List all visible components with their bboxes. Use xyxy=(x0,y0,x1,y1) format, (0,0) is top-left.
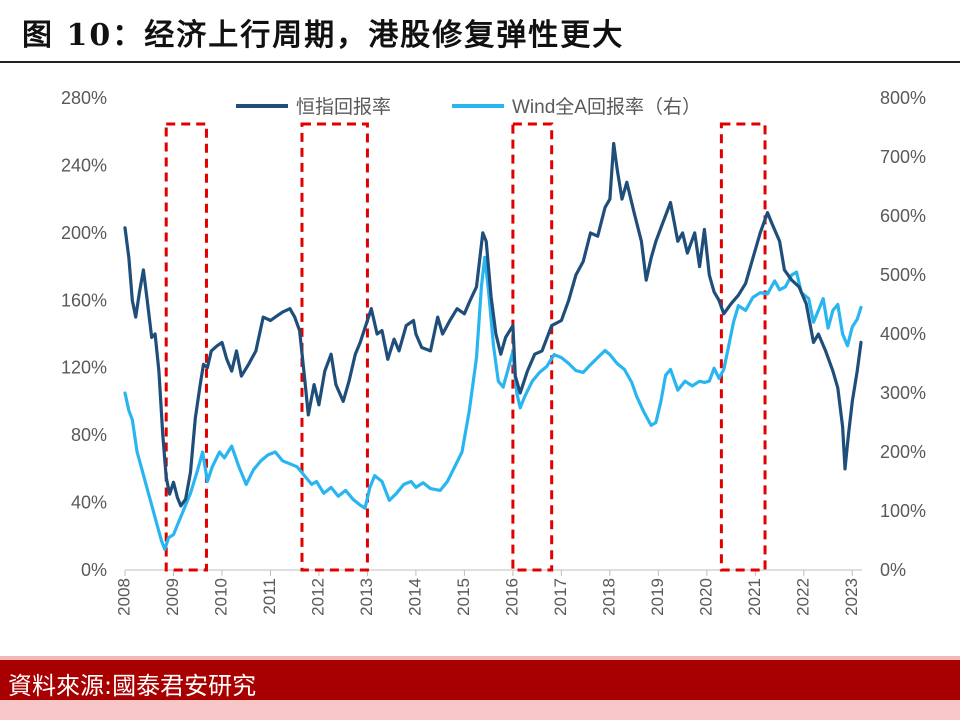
wind-all-a-return-line xyxy=(123,255,863,551)
x-tick-label: 2011 xyxy=(260,578,279,615)
highlight-box xyxy=(164,122,208,572)
x-tick-label: 2009 xyxy=(163,578,182,616)
y-axis-right: 0% 100% 200% 300% 400% 500% 600% 700% 800% xyxy=(880,88,926,580)
hsi-return-line xyxy=(123,141,863,508)
x-tick-label: 2017 xyxy=(551,578,570,616)
legend-label: Wind全A回报率（右） xyxy=(512,96,701,118)
chart-legend: 恒指回报率 Wind全A回报率（右） xyxy=(236,96,701,118)
figure-title: 图 10：经济上行周期，港股修复弹性更大 xyxy=(22,18,625,53)
y-left-tick-label: 240% xyxy=(61,155,107,175)
y-right-tick-label: 100% xyxy=(880,501,926,521)
x-tick-label: 2019 xyxy=(648,578,667,616)
y-right-tick-label: 700% xyxy=(880,147,926,167)
source-bar: 資料來源:國泰君安研究 xyxy=(0,656,960,700)
y-left-tick-label: 280% xyxy=(61,88,107,108)
x-tick-label: 2021 xyxy=(745,578,764,616)
line-chart: 0% 40% 80% 120% 160% 200% 240% 280% 0% 100% 200% 3… xyxy=(61,88,926,616)
y-left-tick-label: 200% xyxy=(61,223,107,243)
y-right-tick-label: 500% xyxy=(880,265,926,285)
y-left-tick-label: 40% xyxy=(71,493,107,513)
title-divider xyxy=(0,61,960,63)
x-tick-label: 2010 xyxy=(211,578,230,616)
y-right-tick-label: 400% xyxy=(880,324,926,344)
legend-label: 恒指回报率 xyxy=(296,96,391,118)
x-tick-label: 2020 xyxy=(696,578,715,616)
source-text: 資料來源:國泰君安研究 xyxy=(8,672,257,700)
series-lines xyxy=(123,141,863,551)
x-tick-label: 2023 xyxy=(842,578,861,616)
x-tick-label: 2016 xyxy=(502,578,521,616)
x-axis: 2008 2009 2010 2011 2012 2013 2014 2015 2016 2017… xyxy=(114,578,860,616)
y-left-tick-label: 120% xyxy=(61,358,107,378)
y-left-tick-label: 0% xyxy=(81,560,107,580)
x-tick-label: 2018 xyxy=(599,578,618,616)
y-right-tick-label: 800% xyxy=(880,88,926,108)
x-tick-label: 2013 xyxy=(357,578,376,616)
y-left-tick-label: 160% xyxy=(61,290,107,310)
x-tick-label: 2008 xyxy=(114,578,133,616)
x-tick-label: 2022 xyxy=(793,578,812,616)
x-tick-label: 2015 xyxy=(454,578,473,616)
y-right-tick-label: 200% xyxy=(880,442,926,462)
x-tick-label: 2014 xyxy=(405,578,424,616)
bottom-strip xyxy=(0,700,960,720)
y-left-tick-label: 80% xyxy=(71,425,107,445)
x-tick-label: 2012 xyxy=(308,578,327,616)
highlight-box xyxy=(511,122,554,572)
y-axis-left: 0% 40% 80% 120% 160% 200% 240% 280% xyxy=(61,88,107,580)
y-right-tick-label: 0% xyxy=(880,560,906,580)
y-right-tick-label: 300% xyxy=(880,383,926,403)
highlight-box xyxy=(719,122,767,572)
y-right-tick-label: 600% xyxy=(880,206,926,226)
